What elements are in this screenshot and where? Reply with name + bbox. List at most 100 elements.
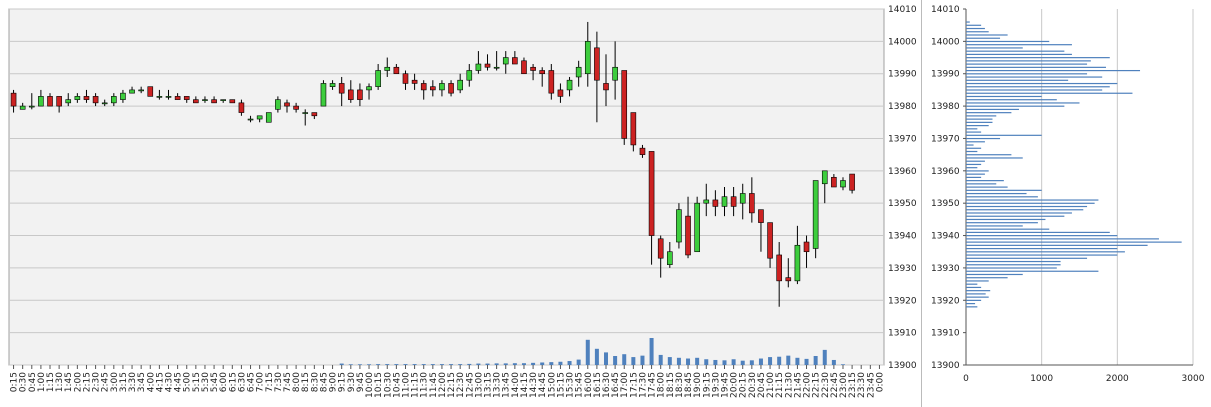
x-tick-label-57: 14:30 bbox=[529, 372, 539, 398]
volume-bar-46 bbox=[430, 364, 435, 365]
volume-bar-52 bbox=[485, 363, 490, 365]
candle-body-51 bbox=[475, 63, 482, 71]
candle-body-61 bbox=[566, 79, 573, 91]
candle-body-34 bbox=[320, 83, 327, 107]
profile-bar-24 bbox=[966, 228, 1050, 230]
candle-body-92 bbox=[849, 173, 855, 191]
x-tick-label-83: 21:00 bbox=[766, 372, 776, 398]
profile-bar-33 bbox=[966, 199, 1099, 201]
candle-body-75 bbox=[694, 202, 700, 253]
profile-bar-11 bbox=[966, 270, 1099, 272]
profile-bar-83 bbox=[966, 37, 1001, 39]
x-tick-label-91: 23:00 bbox=[839, 372, 849, 398]
candle-body-25 bbox=[238, 102, 245, 113]
volume-bar-78 bbox=[722, 360, 727, 365]
volume-bar-40 bbox=[376, 364, 381, 365]
volume-bar-51 bbox=[476, 363, 481, 365]
candle-body-78 bbox=[721, 196, 728, 207]
x-tick-label-18: 4:45 bbox=[174, 372, 184, 392]
candle-body-3 bbox=[38, 96, 44, 107]
profile-bar-75 bbox=[966, 63, 1088, 65]
y-tick-label-11: 14010 bbox=[888, 5, 917, 15]
candle-body-73 bbox=[676, 209, 682, 243]
candle-body-42 bbox=[393, 66, 400, 75]
x-tick-label-64: 16:15 bbox=[593, 372, 603, 398]
volume-profile-chart: 0 1000 2000 3000 13900 13910 13920 13930 13940 13… bbox=[921, 0, 1205, 407]
profile-bar-18 bbox=[966, 247, 1118, 250]
x-tick-label-14: 3:45 bbox=[137, 372, 147, 392]
x-tick-label-45: 11:30 bbox=[420, 372, 430, 398]
candle-body-39 bbox=[366, 86, 372, 91]
x-tick-label-95: 0:00 bbox=[875, 372, 885, 392]
x-tick-label-46: 11:45 bbox=[429, 372, 439, 398]
x-tick-label-88: 22:15 bbox=[812, 372, 822, 398]
volume-bar-49 bbox=[458, 364, 463, 365]
profile-bar-45 bbox=[966, 160, 985, 162]
candlestick-chart: 13900 13910 13920 13930 13940 13950 13960 13970… bbox=[8, 5, 917, 398]
y-tick-label-0: 13900 bbox=[931, 361, 960, 371]
y-tick-label-2: 13920 bbox=[888, 296, 917, 306]
profile-bar-69 bbox=[966, 82, 1118, 85]
profile-bar-27 bbox=[966, 218, 1046, 221]
profile-bar-79 bbox=[966, 50, 1065, 52]
x-tick-label-67: 17:00 bbox=[620, 372, 630, 398]
candle-body-11 bbox=[111, 96, 117, 104]
profile-bar-58 bbox=[966, 118, 993, 120]
candle-body-89 bbox=[821, 170, 828, 185]
candle-body-44 bbox=[411, 79, 418, 84]
x-tick-label-39: 10:00 bbox=[365, 372, 375, 398]
profile-bar-38 bbox=[966, 183, 997, 185]
profile-bar-51 bbox=[966, 141, 985, 143]
candle-body-56 bbox=[521, 60, 527, 75]
candle-body-21 bbox=[202, 99, 208, 101]
x-tick-label-16: 4:15 bbox=[155, 372, 165, 392]
x-tick-label-31: 8:00 bbox=[292, 372, 302, 392]
x-tick-label-48: 12:15 bbox=[447, 372, 457, 398]
volume-bar-41 bbox=[385, 364, 390, 365]
candle-body-84 bbox=[776, 254, 782, 282]
y-tick-label-8: 13980 bbox=[888, 102, 917, 112]
x-tick-label-44: 11:15 bbox=[411, 372, 421, 398]
x-tick-label-53: 13:30 bbox=[493, 372, 503, 398]
x-tick-label-25: 6:30 bbox=[237, 372, 247, 392]
x-tick-label-89: 22:30 bbox=[821, 372, 831, 398]
x-tick-label-77: 19:30 bbox=[711, 372, 721, 398]
volume-bar-86 bbox=[795, 357, 800, 365]
candle-body-85 bbox=[785, 277, 792, 282]
profile-bar-12 bbox=[966, 267, 1057, 269]
candle-body-47 bbox=[439, 83, 445, 91]
profile-bar-80 bbox=[966, 47, 1023, 49]
profile-bar-78 bbox=[966, 53, 1072, 56]
x-tick-label-93: 23:30 bbox=[857, 372, 867, 398]
x-tick-label-35: 9:00 bbox=[329, 372, 339, 392]
candle-body-71 bbox=[657, 238, 664, 259]
candle-body-70 bbox=[648, 151, 655, 236]
volume-bar-47 bbox=[439, 364, 444, 365]
candle-body-91 bbox=[840, 180, 846, 188]
candle-body-62 bbox=[575, 66, 582, 78]
profile-bar-26 bbox=[966, 222, 1038, 224]
volume-bar-83 bbox=[768, 357, 773, 365]
volume-bar-70 bbox=[649, 338, 654, 365]
candle-body-33 bbox=[311, 112, 318, 117]
profile-bar-64 bbox=[966, 99, 1057, 101]
candle-body-49 bbox=[457, 79, 463, 91]
candle-body-18 bbox=[174, 96, 181, 100]
x-tick-label-42: 10:45 bbox=[392, 372, 402, 398]
x-tick-label-7: 2:00 bbox=[73, 372, 83, 392]
candle-body-58 bbox=[539, 70, 546, 75]
x-tick-label-80: 20:15 bbox=[739, 372, 749, 398]
volume-bar-88 bbox=[813, 356, 818, 365]
volume-bar-69 bbox=[640, 355, 645, 365]
profile-bar-49 bbox=[966, 147, 982, 149]
x-tick-label-50: 12:45 bbox=[465, 372, 475, 398]
x-tick-label-85: 21:30 bbox=[784, 372, 794, 398]
x-tick-label-12: 3:15 bbox=[119, 372, 129, 392]
profile-bar-86 bbox=[966, 27, 985, 30]
x-tick-label-84: 21:15 bbox=[775, 372, 785, 398]
candle-body-79 bbox=[730, 196, 737, 207]
x-tick-label-61: 15:30 bbox=[566, 372, 576, 398]
profile-bar-14 bbox=[966, 260, 1061, 263]
profile-bar-55 bbox=[966, 128, 978, 130]
profile-bar-34 bbox=[966, 196, 1038, 198]
